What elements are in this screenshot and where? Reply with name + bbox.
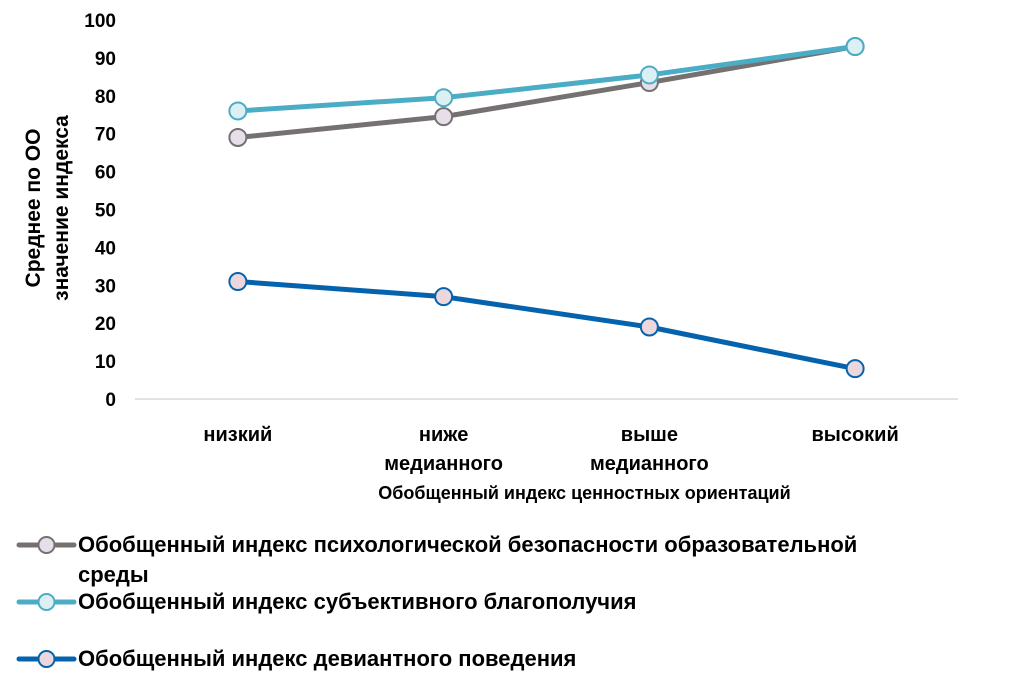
series-group [228, 37, 865, 379]
y-tick-label: 40 [95, 238, 116, 259]
legend-swatch-marker [37, 650, 56, 668]
data-point [434, 287, 454, 307]
x-axis-title: Обобщенный индекс ценностных ориентаций [378, 483, 790, 503]
data-point [228, 101, 248, 121]
x-category-label: низкий [203, 424, 272, 446]
y-tick-labels: 0 10 20 30 40 50 60 70 80 90 100 [84, 11, 116, 411]
x-category-label: выше [621, 424, 678, 446]
y-tick-label: 50 [95, 201, 116, 222]
series-line [235, 279, 858, 372]
y-tick-label: 0 [105, 390, 116, 411]
data-point [228, 272, 248, 292]
x-category-label: медианного [590, 453, 709, 475]
y-tick-label: 10 [95, 352, 116, 373]
data-point [845, 37, 865, 57]
series-line [235, 44, 858, 140]
y-axis-title-line: значение индекса [50, 115, 73, 301]
y-tick-label: 30 [95, 276, 116, 297]
data-point [434, 107, 454, 127]
series-1 [228, 37, 865, 147]
series-line [235, 44, 858, 114]
series-2 [228, 37, 865, 121]
x-category-label: ниже [419, 424, 468, 446]
series-3 [228, 272, 865, 379]
legend-item: Обобщенный индекс девиантного поведения [16, 646, 576, 671]
legend-swatch-marker [37, 593, 56, 611]
data-point [639, 317, 659, 337]
y-tick-label: 80 [95, 87, 116, 108]
x-category-labels: низкий ниже медианного выше медианного высоки… [203, 424, 898, 475]
data-point [434, 88, 454, 108]
legend-label: Обобщенный индекс девиантного поведения [78, 646, 576, 671]
y-tick-label: 70 [95, 125, 116, 146]
y-tick-label: 100 [84, 11, 116, 32]
x-category-label: высокий [811, 424, 898, 446]
legend-item: Обобщенный индекс субъективного благопол… [16, 589, 636, 614]
legend-swatch-marker [37, 536, 56, 554]
y-axis-title: Среднее по ОО значение индекса [22, 115, 73, 301]
y-axis-title-line: Среднее по ОО [22, 129, 45, 288]
data-point [845, 359, 865, 379]
x-category-label: медианного [384, 453, 503, 475]
y-tick-label: 90 [95, 49, 116, 70]
data-point [228, 127, 248, 147]
legend: Обобщенный индекс психологической безопа… [16, 532, 857, 671]
y-tick-label: 20 [95, 314, 116, 335]
data-point [639, 65, 659, 85]
legend-label: Обобщенный индекс психологической безопа… [78, 532, 857, 557]
legend-label: среды [78, 562, 149, 587]
legend-item: Обобщенный индекс психологической безопа… [16, 532, 857, 587]
legend-label: Обобщенный индекс субъективного благопол… [78, 589, 636, 614]
y-tick-label: 60 [95, 163, 116, 184]
